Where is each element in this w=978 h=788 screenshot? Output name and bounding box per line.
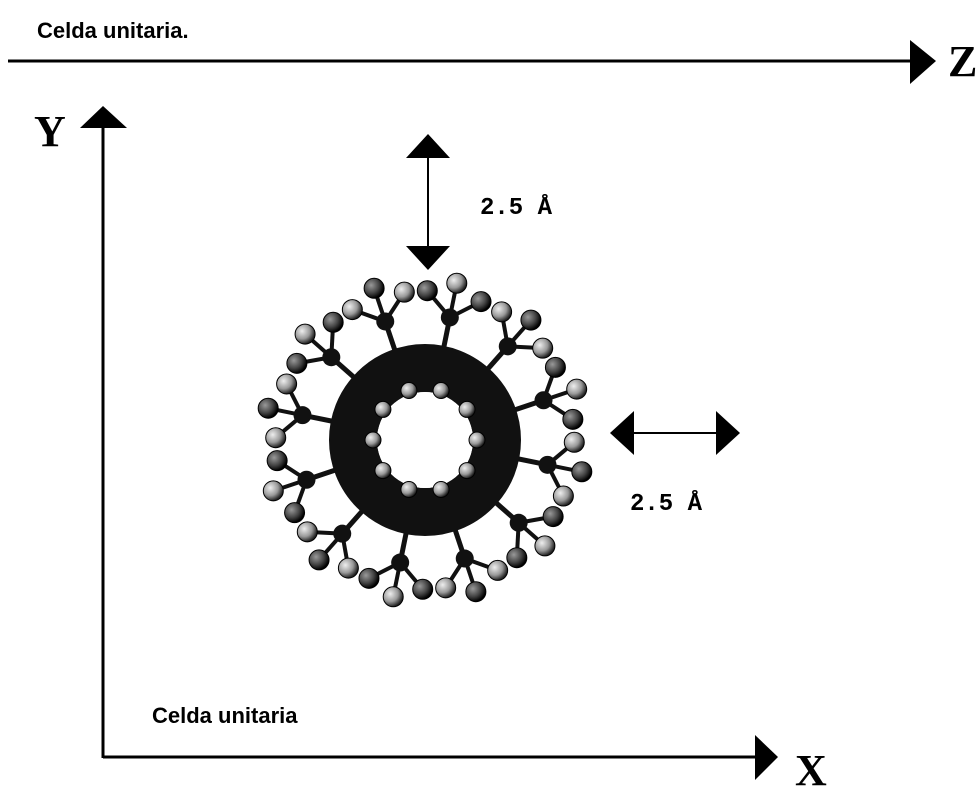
- atom: [417, 281, 437, 301]
- atom: [436, 578, 456, 598]
- atom: [309, 550, 329, 570]
- atom: [383, 587, 403, 607]
- atom: [323, 312, 343, 332]
- atom: [521, 310, 541, 330]
- atom: [535, 536, 555, 556]
- atom: [543, 507, 563, 527]
- atom: [499, 337, 517, 355]
- distance-label: 2.5 Å: [630, 490, 703, 518]
- y-arrowhead: [80, 106, 127, 128]
- atom: [359, 568, 379, 588]
- atom: [469, 432, 485, 448]
- atom: [459, 401, 475, 417]
- atom: [258, 398, 278, 418]
- x-arrowhead: [755, 735, 778, 780]
- v-arrowhead: [406, 246, 450, 270]
- atom: [471, 292, 491, 312]
- atom: [535, 391, 553, 409]
- atom: [447, 273, 467, 293]
- atom: [563, 409, 583, 429]
- atom: [293, 406, 311, 424]
- atom: [413, 579, 433, 599]
- atom: [510, 514, 528, 532]
- z-label: Z: [948, 37, 977, 86]
- atom: [364, 278, 384, 298]
- atom: [533, 338, 553, 358]
- x-label: X: [795, 746, 827, 788]
- atom: [539, 456, 557, 474]
- atom: [488, 560, 508, 580]
- z-arrowhead: [910, 40, 936, 84]
- atom: [466, 582, 486, 602]
- atom: [297, 471, 315, 489]
- atom: [295, 324, 315, 344]
- atom: [394, 282, 414, 302]
- cell-label: Celda unitaria: [152, 703, 298, 728]
- atom: [285, 503, 305, 523]
- atom: [365, 432, 381, 448]
- atom: [459, 463, 475, 479]
- atom: [553, 486, 573, 506]
- atom: [375, 401, 391, 417]
- atom: [545, 357, 565, 377]
- atom: [277, 374, 297, 394]
- distance-label: 2.5 Å: [480, 194, 553, 222]
- atom: [263, 481, 283, 501]
- atom: [507, 548, 527, 568]
- atom: [441, 308, 459, 326]
- atom: [433, 481, 449, 497]
- atom: [567, 379, 587, 399]
- atom: [297, 522, 317, 542]
- title: Celda unitaria.: [37, 18, 189, 43]
- molecule: [258, 273, 592, 607]
- atom: [322, 348, 340, 366]
- atom: [572, 462, 592, 482]
- atom: [456, 550, 474, 568]
- atom: [342, 300, 362, 320]
- atom: [376, 312, 394, 330]
- atom: [287, 353, 307, 373]
- atom: [391, 554, 409, 572]
- atom: [266, 428, 286, 448]
- diagram: Celda unitaria. Z Y X 2.5 Å 2.5 Å Celda …: [0, 0, 978, 788]
- atom: [492, 302, 512, 322]
- atom: [401, 481, 417, 497]
- atom: [564, 432, 584, 452]
- v-arrowhead: [406, 134, 450, 158]
- atom: [401, 383, 417, 399]
- h-arrowhead: [610, 411, 634, 455]
- atom: [433, 383, 449, 399]
- atom: [333, 525, 351, 543]
- y-label: Y: [34, 107, 66, 156]
- ring-hole: [377, 392, 473, 488]
- atom: [375, 463, 391, 479]
- h-arrowhead: [716, 411, 740, 455]
- atom: [267, 451, 287, 471]
- atom: [338, 558, 358, 578]
